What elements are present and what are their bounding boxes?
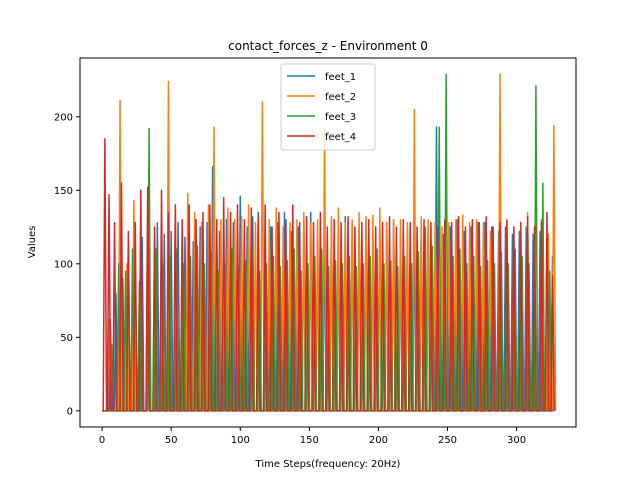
- x-tick-label: 50: [165, 435, 178, 446]
- chart-title: contact_forces_z - Environment 0: [228, 39, 428, 53]
- x-tick-label: 300: [507, 435, 526, 446]
- y-axis-ticks: 0 50 100 150 200: [54, 112, 80, 417]
- series-layer: [102, 73, 557, 412]
- y-tick-label: 100: [54, 259, 73, 270]
- x-tick-label: 100: [231, 435, 250, 446]
- x-tick-label: 250: [438, 435, 457, 446]
- y-tick-label: 50: [60, 333, 73, 344]
- y-tick-label: 150: [54, 186, 73, 197]
- legend-entry-feet-3: feet_3: [287, 112, 356, 123]
- plot-area-frame: [79, 57, 577, 428]
- y-tick-label: 0: [67, 406, 73, 417]
- x-tick-label: 200: [369, 435, 388, 446]
- x-axis-ticks: 0 50 100 150 200 250 300: [99, 427, 526, 446]
- legend-label: feet_2: [325, 92, 356, 103]
- legend-entry-feet-2: feet_2: [287, 92, 356, 103]
- legend-label: feet_1: [325, 72, 356, 83]
- legend-entry-feet-4: feet_4: [287, 132, 356, 143]
- x-tick-label: 0: [99, 435, 105, 446]
- x-axis-label: Time Steps(frequency: 20Hz): [255, 459, 401, 470]
- y-tick-label: 200: [54, 112, 73, 123]
- series-line-feet-4: [102, 138, 555, 412]
- legend: feet_1 feet_2 feet_3 feet_4: [280, 63, 376, 151]
- legend-label: feet_3: [325, 112, 356, 123]
- y-axis-label: Values: [27, 226, 38, 259]
- legend-entry-feet-1: feet_1: [287, 72, 356, 83]
- legend-label: feet_4: [325, 132, 356, 143]
- x-tick-label: 150: [300, 435, 319, 446]
- legend-box: [280, 63, 376, 151]
